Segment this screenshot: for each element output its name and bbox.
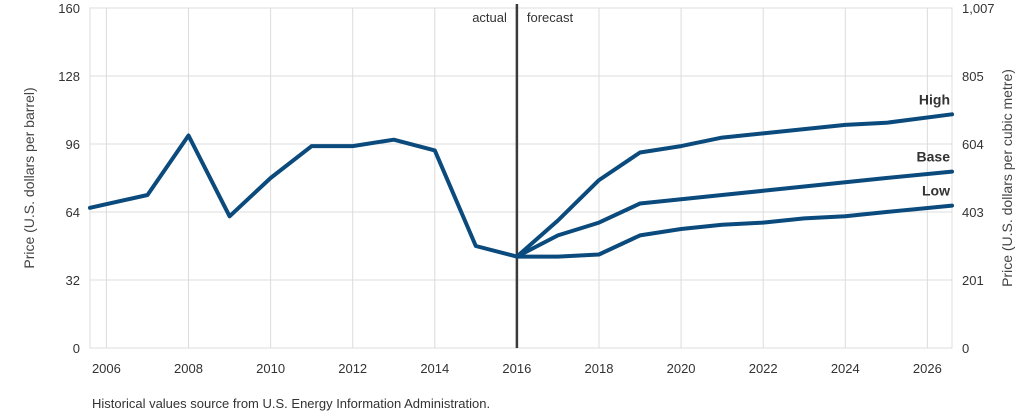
series-line-high — [514, 112, 954, 259]
left-y-axis: 0 32 64 96 128 160 — [58, 1, 80, 356]
gridlines — [89, 7, 953, 349]
y-tick-label-right: 1,007 — [962, 1, 995, 16]
x-tick-label: 2016 — [502, 361, 531, 376]
y-tick-label-right: 805 — [962, 69, 984, 84]
series-lines — [88, 112, 954, 259]
y-tick-label-right: 0 — [962, 341, 969, 356]
x-tick-label: 2026 — [913, 361, 942, 376]
forecast-label: forecast — [527, 10, 574, 25]
series-line-historical — [88, 133, 519, 259]
y-tick-label-left: 0 — [73, 341, 80, 356]
source-note: Historical values source from U.S. Energ… — [92, 396, 491, 411]
x-tick-label: 2018 — [585, 361, 614, 376]
x-axis: 2006 2008 2010 2012 2014 2016 2018 2020 2022 2024… — [92, 361, 942, 376]
left-axis-title: Price (U.S. dollars per barrel) — [21, 87, 37, 268]
y-tick-label-left: 160 — [58, 1, 80, 16]
y-tick-label-left: 128 — [58, 69, 80, 84]
series-labels: High Base Low — [917, 91, 951, 198]
series-label-low: Low — [922, 183, 950, 199]
y-tick-label-left: 96 — [66, 137, 80, 152]
right-y-axis: 0 201 403 604 805 1,007 — [962, 1, 995, 356]
x-tick-label: 2024 — [831, 361, 860, 376]
series-label-high: High — [919, 91, 950, 107]
series-label-base: Base — [917, 149, 951, 165]
series-line-base — [514, 169, 954, 259]
x-tick-label: 2006 — [92, 361, 121, 376]
series-line-low — [514, 203, 954, 259]
y-tick-label-right: 604 — [962, 137, 984, 152]
y-tick-label-right: 403 — [962, 205, 984, 220]
x-tick-label: 2014 — [420, 361, 449, 376]
y-tick-label-left: 32 — [66, 273, 80, 288]
x-tick-label: 2008 — [174, 361, 203, 376]
y-tick-label-right: 201 — [962, 273, 984, 288]
right-axis-title: Price (U.S. dollars per cubic metre) — [999, 69, 1015, 287]
x-tick-label: 2020 — [667, 361, 696, 376]
y-tick-label-left: 64 — [66, 205, 80, 220]
actual-label: actual — [472, 10, 507, 25]
plot-frame — [89, 7, 953, 349]
x-tick-label: 2010 — [256, 361, 285, 376]
x-tick-label: 2022 — [749, 361, 778, 376]
x-tick-label: 2012 — [338, 361, 367, 376]
